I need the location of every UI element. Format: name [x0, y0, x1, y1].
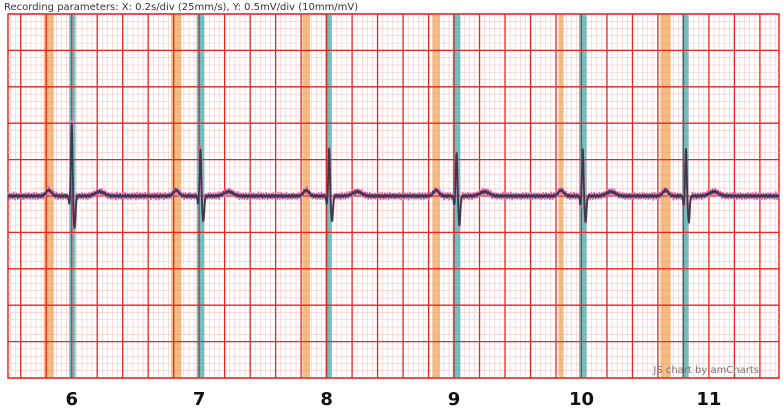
series-line-primary [7, 122, 780, 229]
chart-credit: JS chart by amCharts [652, 365, 759, 376]
x-tick-label: 11 [696, 389, 721, 410]
x-tick-label: 9 [448, 389, 461, 410]
x-tick-label: 10 [569, 389, 594, 410]
x-tick-label: 6 [65, 389, 78, 410]
recording-parameters-label: Recording parameters: X: 0.2s/div (25mm/… [4, 2, 359, 13]
x-tick-label: 8 [320, 389, 333, 410]
x-tick-label: 7 [193, 389, 206, 410]
x-axis-ticks: 6 7 8 9 10 11 [65, 389, 721, 410]
ecg-traces [6, 119, 780, 230]
